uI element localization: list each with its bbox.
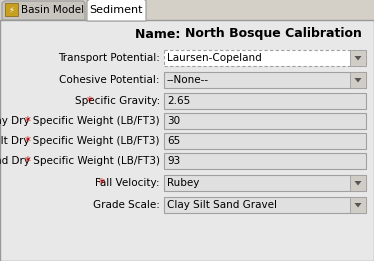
Text: Silt Dry Specific Weight (LB/FT3): Silt Dry Specific Weight (LB/FT3) (0, 136, 160, 146)
Text: Basin Model: Basin Model (21, 5, 84, 15)
Bar (350, 175, 366, 191)
Text: Grade Scale:: Grade Scale: (93, 200, 160, 210)
Text: Cohesive Potential:: Cohesive Potential: (59, 75, 160, 85)
Text: Rubey: Rubey (167, 178, 199, 188)
Text: *: * (87, 94, 93, 108)
Text: *: * (98, 176, 104, 189)
Polygon shape (355, 203, 362, 207)
Bar (164, 153, 366, 169)
Bar (350, 50, 366, 66)
Text: *: * (24, 155, 30, 168)
Text: Sand Dry Specific Weight (LB/FT3): Sand Dry Specific Weight (LB/FT3) (0, 156, 160, 166)
Bar (164, 113, 366, 129)
Text: 93: 93 (167, 156, 180, 166)
Polygon shape (355, 181, 362, 186)
Bar (350, 197, 366, 213)
Polygon shape (87, 0, 146, 21)
Text: Laursen-Copeland: Laursen-Copeland (167, 53, 262, 63)
Bar (164, 175, 366, 191)
Text: ⚡: ⚡ (9, 5, 15, 14)
Bar (350, 72, 366, 88)
Polygon shape (355, 56, 362, 61)
Text: --None--: --None-- (167, 75, 209, 85)
Text: Clay Dry Specific Weight (LB/FT3): Clay Dry Specific Weight (LB/FT3) (0, 116, 160, 126)
Text: North Bosque Calibration: North Bosque Calibration (185, 27, 362, 40)
Bar (164, 133, 366, 149)
Polygon shape (355, 78, 362, 82)
Text: 2.65: 2.65 (167, 96, 190, 106)
Bar (164, 197, 366, 213)
Text: Clay Silt Sand Gravel: Clay Silt Sand Gravel (167, 200, 277, 210)
Text: 65: 65 (167, 136, 180, 146)
Bar (5, 3, 18, 16)
Text: Sediment: Sediment (89, 5, 143, 15)
Text: Fall Velocity:: Fall Velocity: (95, 178, 160, 188)
Bar (164, 72, 366, 88)
Text: *: * (24, 134, 30, 147)
Text: Name:: Name: (135, 27, 185, 40)
Text: *: * (24, 115, 30, 128)
Polygon shape (2, 1, 85, 20)
Text: Specific Gravity:: Specific Gravity: (75, 96, 160, 106)
Text: Transport Potential:: Transport Potential: (58, 53, 160, 63)
Bar (164, 50, 366, 66)
Bar (164, 93, 366, 109)
Text: 30: 30 (167, 116, 180, 126)
